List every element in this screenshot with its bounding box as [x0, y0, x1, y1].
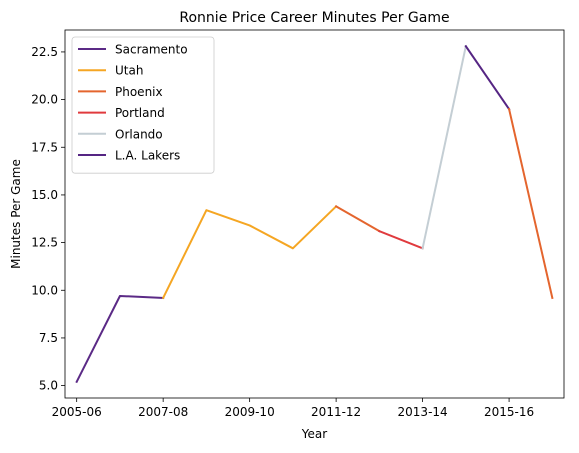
legend-label: Phoenix	[115, 85, 163, 99]
y-tick-label: 15.0	[31, 188, 58, 202]
legend-label: L.A. Lakers	[115, 149, 180, 163]
legend-label: Orlando	[115, 127, 163, 141]
x-tick-label: 2011-12	[311, 405, 361, 419]
legend-label: Utah	[115, 64, 143, 78]
x-tick-label: 2005-06	[52, 405, 102, 419]
x-axis-label: Year	[301, 427, 327, 441]
x-tick-label: 2013-14	[398, 405, 448, 419]
legend: Sacramento Utah Phoenix Portland Orlando L.A.…	[71, 36, 215, 174]
series-line-6	[507, 107, 554, 300]
series-lines	[75, 44, 554, 384]
y-tick-label: 17.5	[31, 140, 58, 154]
x-tick-label: 2007-08	[138, 405, 188, 419]
y-tick-label: 12.5	[31, 236, 58, 250]
series-line-3	[378, 229, 424, 250]
y-tick-label: 5.0	[39, 379, 58, 393]
y-tick-label: 10.0	[31, 283, 58, 297]
chart-title: Ronnie Price Career Minutes Per Game	[179, 10, 449, 26]
series-line-1	[161, 204, 338, 300]
y-tick-label: 7.5	[39, 331, 58, 345]
legend-items: Sacramento Utah Phoenix Portland Orlando L.A.…	[78, 43, 188, 163]
y-tick-label: 22.5	[31, 45, 58, 59]
x-tick-label: 2009-10	[225, 405, 275, 419]
legend-label: Portland	[115, 106, 165, 120]
legend-label: Sacramento	[115, 43, 188, 57]
y-tick-label: 20.0	[31, 93, 58, 107]
series-line-0	[75, 294, 165, 384]
plot-area-frame	[64, 29, 565, 399]
series-line-4	[421, 45, 468, 250]
y-axis-ticks: 5.0 7.5 10.0 12.5 15.0 17.5 20.0 22.5	[31, 45, 65, 393]
x-axis-ticks: 2005-06 2007-08 2009-10 2011-12 2013-14 2015-…	[52, 398, 534, 419]
series-line-2	[334, 205, 381, 233]
series-line-5	[464, 44, 511, 111]
legend-box	[71, 36, 215, 174]
y-axis-label: Minutes Per Game	[9, 159, 23, 269]
x-tick-label: 2015-16	[484, 405, 534, 419]
